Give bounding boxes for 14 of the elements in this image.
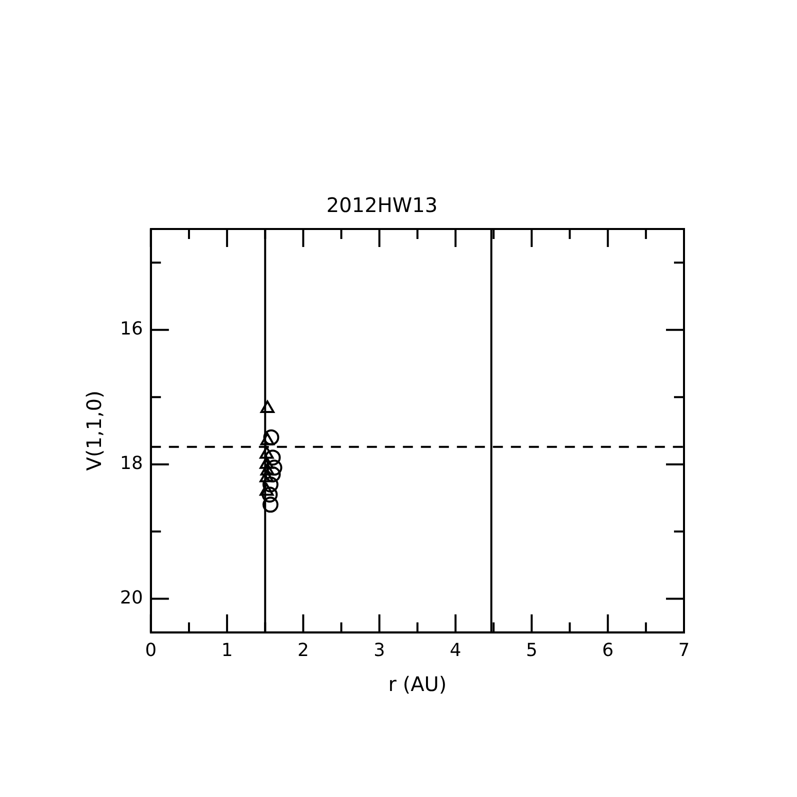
x-tick-label: 0 [145, 640, 157, 661]
x-tick-label: 1 [221, 640, 233, 661]
y-tick-label: 20 [120, 587, 143, 608]
chart-title: 2012HW13 [326, 193, 438, 218]
x-tick-label: 7 [678, 640, 690, 661]
y-axis-title: V(1,1,0) [82, 390, 106, 471]
y-tick-label: 18 [120, 452, 143, 474]
x-tick-label: 2 [297, 640, 309, 661]
x-tick-label: 5 [526, 640, 538, 661]
x-axis-title: r (AU) [388, 672, 447, 696]
x-tick-label: 4 [450, 640, 462, 661]
y-tick-label: 16 [120, 318, 143, 340]
x-tick-label: 6 [602, 640, 614, 661]
x-tick-label: 3 [374, 640, 386, 661]
